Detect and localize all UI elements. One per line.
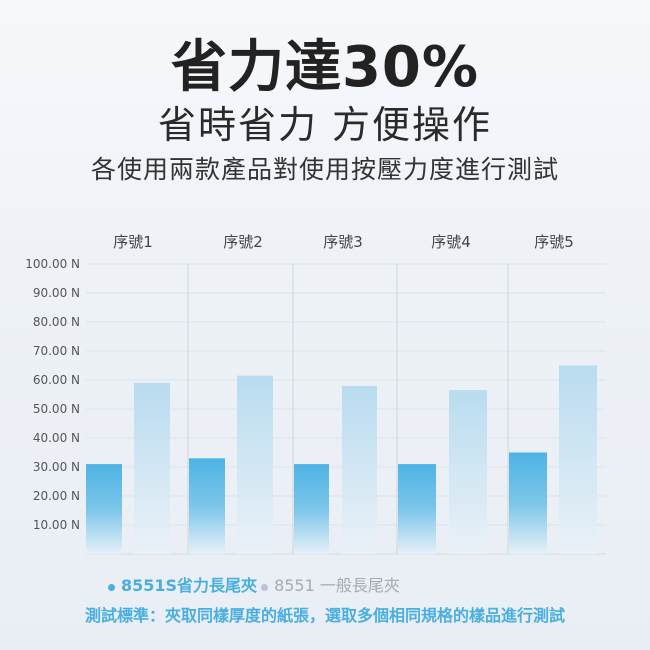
page-description: 各使用兩款產品對使用按壓力度進行測試	[90, 155, 559, 184]
legend-item-8551: 8551 一般長尾夾	[261, 572, 400, 596]
y-tick-label: 90.00 N	[33, 286, 80, 300]
bar-8551s-4	[398, 464, 436, 554]
category-label: 序號1	[113, 233, 153, 251]
category-label: 序號5	[534, 233, 574, 251]
category-label: 序號3	[323, 233, 363, 251]
page-title: 省力達30%	[170, 35, 480, 100]
bar-8551-1	[134, 382, 170, 554]
test-standard-note: 測試標準：夾取同樣厚度的紙張，選取多個相同規格的樣品進行測試	[84, 606, 565, 625]
y-tick-label: 30.00 N	[33, 460, 80, 474]
y-tick-label: 70.00 N	[33, 344, 80, 358]
bar-8551s-5	[509, 452, 547, 554]
legend: 8551S省力長尾夾 8551 一般長尾夾	[108, 572, 400, 596]
y-tick-label: 40.00 N	[33, 431, 80, 445]
y-tick-label: 10.00 N	[33, 518, 80, 532]
bar-8551s-2	[189, 458, 225, 554]
page-subtitle: 省時省力 方便操作	[157, 103, 493, 147]
y-tick-label: 80.00 N	[33, 315, 80, 329]
legend-item-8551s: 8551S省力長尾夾	[108, 572, 257, 596]
category-label: 序號2	[223, 233, 263, 251]
bar-8551-4	[449, 390, 487, 554]
bar-8551s-3	[294, 464, 329, 554]
y-tick-label: 20.00 N	[33, 489, 80, 503]
bar-8551-3	[342, 385, 377, 554]
y-tick-label: 50.00 N	[33, 402, 80, 416]
y-tick-label: 100.00 N	[25, 257, 80, 271]
bar-8551-5	[559, 365, 597, 554]
bar-8551s-1	[86, 464, 122, 554]
y-tick-label: 60.00 N	[33, 373, 80, 387]
category-label: 序號4	[431, 233, 471, 251]
bar-8551-2	[237, 375, 273, 554]
